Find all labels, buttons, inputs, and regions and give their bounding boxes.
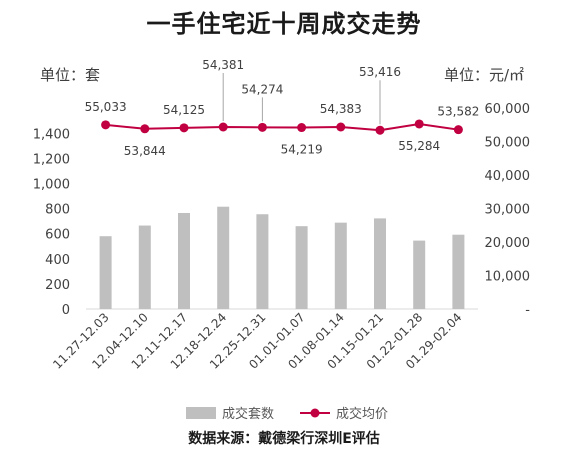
price-point [257, 122, 267, 132]
source-note: 数据来源：戴德梁行深圳E评估 [188, 431, 380, 447]
left-tick-label: 600 [45, 228, 70, 243]
price-data-label: 54,383 [320, 102, 362, 116]
left-tick-label: 200 [45, 278, 70, 293]
price-data-label: 53,416 [359, 65, 401, 79]
price-point [101, 120, 111, 130]
price-point [336, 122, 346, 132]
bar [256, 214, 269, 309]
price-point [218, 122, 228, 132]
right-axis-ticks: - 10,000 20,000 30,000 40,000 50,000 60,000 [485, 102, 531, 318]
line-series: 55,033 53,844 54,125 54,381 54,274 54,219 54,3… [85, 58, 480, 158]
right-tick-label: 40,000 [485, 169, 531, 184]
price-point [453, 125, 463, 135]
price-data-label: 53,582 [437, 105, 479, 119]
bar [138, 225, 151, 309]
right-tick-label: 60,000 [485, 102, 531, 117]
left-tick-label: 1,000 [33, 178, 70, 193]
right-tick-label: 30,000 [485, 203, 531, 218]
legend-line-label: 成交均价 [336, 406, 388, 422]
legend-bar-swatch [186, 407, 216, 419]
bar-series [99, 206, 465, 309]
left-axis-unit: 单位：套 [40, 66, 101, 84]
legend-line-marker [310, 408, 320, 418]
price-point [297, 123, 307, 133]
price-data-label: 53,844 [124, 144, 166, 158]
price-point [179, 123, 189, 133]
right-tick-label: 50,000 [485, 136, 531, 151]
right-tick-label: 20,000 [485, 236, 531, 251]
price-point [414, 119, 424, 129]
bar [374, 218, 386, 309]
price-point [375, 125, 385, 135]
bar [217, 206, 230, 309]
right-tick-label: - [525, 303, 530, 318]
legend: 成交套数 成交均价 [186, 406, 388, 422]
legend-bar-label: 成交套数 [222, 406, 274, 422]
bar [178, 212, 190, 309]
bar [99, 236, 112, 309]
price-line [105, 122, 459, 132]
x-axis-ticks: 11.27-12.0312.04-12.1012.11-12.1712.18-1… [50, 310, 464, 372]
bar [295, 226, 308, 309]
bar [413, 240, 426, 309]
left-axis-ticks: 0 200 400 600 800 1,000 1,200 1,400 [33, 127, 70, 318]
price-data-label: 54,274 [241, 82, 283, 96]
price-point [140, 124, 150, 134]
left-tick-label: 800 [45, 203, 70, 218]
left-tick-label: 1,200 [33, 152, 70, 167]
right-axis-unit: 单位：元/㎡ [444, 66, 525, 84]
left-tick-label: 1,400 [33, 127, 70, 142]
chart-title: 一手住宅近十周成交走势 [146, 10, 422, 38]
left-tick-label: 400 [45, 253, 70, 268]
left-tick-label: 0 [62, 303, 70, 318]
price-data-label: 54,381 [202, 58, 244, 72]
price-data-label: 55,033 [85, 100, 127, 114]
price-data-label: 54,219 [281, 143, 323, 157]
price-data-label: 54,125 [163, 103, 205, 117]
right-tick-label: 10,000 [485, 270, 531, 285]
bar [452, 234, 465, 309]
bar [334, 222, 347, 309]
price-data-label: 55,284 [398, 139, 440, 153]
